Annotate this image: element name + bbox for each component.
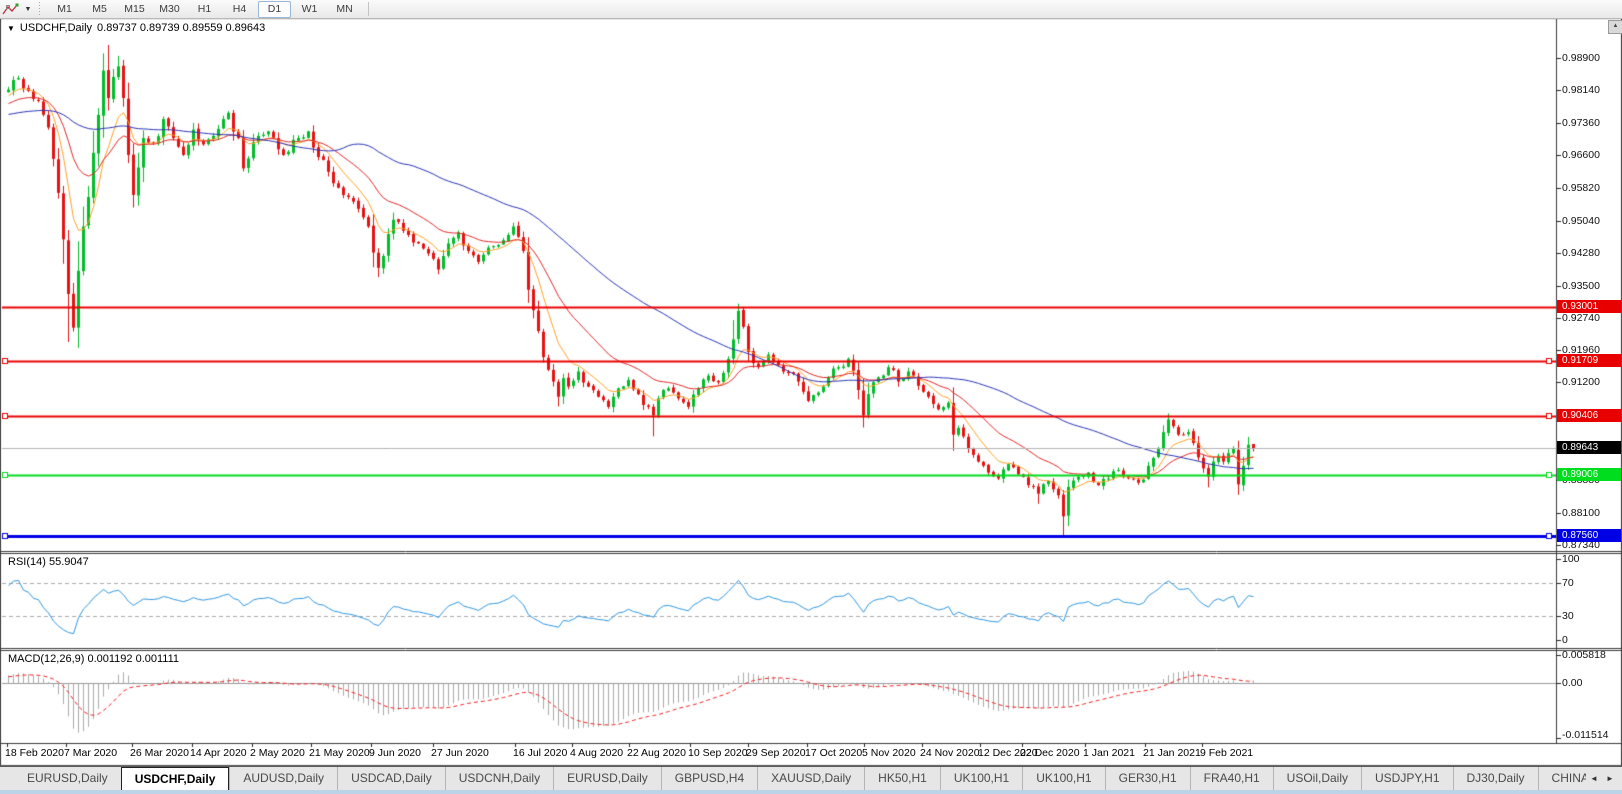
date-axis-label: 5 Nov 2020 [862, 747, 916, 759]
date-axis-label: 14 Apr 2020 [190, 747, 247, 759]
chart-tab-usdcnh-daily[interactable]: USDCNH,Daily [444, 767, 553, 791]
chart-tab-dj30-daily[interactable]: DJ30,Daily [1452, 767, 1538, 791]
price-axis-label: 0.95040 [1562, 214, 1600, 227]
toolbar-grip-handle[interactable] [36, 2, 43, 16]
chart-tab-usdjpy-h1[interactable]: USDJPY,H1 [1361, 767, 1452, 791]
date-axis-label: 17 Oct 2020 [805, 747, 863, 759]
date-axis-label: 7 Mar 2020 [64, 747, 118, 759]
date-axis-label: 9 Feb 2021 [1200, 747, 1254, 759]
chart-tab-china300-h1[interactable]: CHINA300,H1 [1537, 767, 1586, 791]
price-axis-label: 0.91960 [1562, 344, 1600, 357]
date-axis-label: 27 Jun 2020 [431, 747, 489, 759]
date-axis-label: 29 Sep 2020 [746, 747, 806, 759]
price-axis-label: 0.97360 [1562, 116, 1600, 129]
chart-tab-usoil-daily[interactable]: USOil,Daily [1272, 767, 1361, 791]
bid-price-badge: 0.89643 [1557, 441, 1621, 455]
macd-label: MACD(12,26,9) 0.001192 0.001111 [8, 653, 180, 665]
rsi-axis-label: 100 [1562, 553, 1580, 565]
rsi-axis-label: 70 [1562, 577, 1574, 590]
price-axis-label: 0.98900 [1562, 52, 1600, 64]
date-axis-label: 2 May 2020 [250, 747, 305, 759]
price-axis-label: 0.98140 [1562, 84, 1600, 97]
timeframe-buttons: M1 M5 M15 M30 H1 H4 D1 W1 MN [47, 0, 362, 18]
timeframe-button-m1[interactable]: M1 [57, 2, 72, 15]
chart-tab-usdchf-daily[interactable]: USDCHF,Daily [120, 767, 230, 791]
chart-tab-gbpusd-h4[interactable]: GBPUSD,H4 [660, 767, 757, 791]
price-axis-label: 0.95820 [1562, 181, 1600, 194]
chart-tab-xauusd-daily[interactable]: XAUUSD,Daily [757, 767, 864, 791]
price-axis-label: 0.96600 [1562, 148, 1600, 161]
date-axis-label: 12 Dec 2020 [978, 747, 1038, 759]
price-line-badge: 0.93001 [1557, 300, 1621, 314]
price-axis-label: 0.91200 [1562, 376, 1600, 389]
price-line-badge: 0.89006 [1557, 468, 1621, 482]
macd-axis-label: 0.005818 [1562, 648, 1606, 661]
indicators-dropdown-caret[interactable]: ▼ [24, 5, 32, 13]
price-line-badge: 0.87560 [1557, 529, 1621, 543]
rsi-axis-label: 30 [1562, 609, 1574, 622]
chart-tab-eurusd-daily[interactable]: EURUSD,Daily [27, 771, 108, 785]
chart-tab-uk100-h1[interactable]: UK100,H1 [939, 767, 1022, 791]
indicators-icon[interactable] [0, 1, 22, 17]
date-axis-label: 9 Jun 2020 [369, 747, 421, 759]
price-line-badge: 0.91709 [1557, 354, 1621, 368]
chart-tab-fra40-h1[interactable]: FRA40,H1 [1189, 767, 1273, 791]
chart-tab-uk100-h1[interactable]: UK100,H1 [1022, 767, 1104, 791]
timeframe-button-m30[interactable]: M30 [159, 2, 180, 15]
rsi-axis-label: 0 [1562, 634, 1568, 646]
date-axis-label: 4 Aug 2020 [570, 747, 624, 759]
tab-scroll-right-icon[interactable]: ► [1606, 774, 1614, 783]
collapse-caret-icon[interactable]: ▼ [7, 23, 15, 33]
date-axis-label: 10 Sep 2020 [688, 747, 748, 759]
price-axis-label: 0.88100 [1562, 507, 1600, 519]
price-axis-label: 0.93500 [1562, 279, 1600, 292]
timeframe-button-h1[interactable]: H1 [197, 2, 212, 15]
chart-tab-ger30-h1[interactable]: GER30,H1 [1104, 767, 1190, 791]
chart-tab-audusd-daily[interactable]: AUDUSD,Daily [229, 767, 337, 791]
date-axis-label: 22 Dec 2020 [1020, 747, 1080, 759]
date-axis-label: 21 Jan 2021 [1143, 747, 1201, 759]
timeframe-button-h4[interactable]: H4 [232, 2, 247, 15]
timeframe-button-m15[interactable]: M15 [124, 2, 145, 15]
date-axis-label: 18 Feb 2020 [5, 747, 64, 759]
chart-tab-eurusd-daily[interactable]: EURUSD,Daily [553, 767, 661, 791]
chart-tab-usdcad-daily[interactable]: USDCAD,Daily [337, 767, 445, 791]
date-axis-label: 21 May 2020 [309, 747, 370, 759]
toolbar: ▼ M1 M5 M15 M30 H1 H4 D1 W1 MN [0, 0, 1622, 19]
rsi-label: RSI(14) 55.9047 [8, 556, 89, 568]
date-axis-label: 22 Aug 2020 [627, 747, 686, 759]
chart-title: ▼ USDCHF,Daily 0.89737 0.89739 0.89559 0… [7, 22, 265, 34]
toolbar-separator [368, 2, 369, 16]
timeframe-button-d1[interactable]: D1 [258, 0, 291, 18]
timeframe-button-mn[interactable]: MN [336, 2, 353, 15]
timeframe-button-m5[interactable]: M5 [92, 2, 107, 15]
price-axis-label: 0.94280 [1562, 246, 1600, 259]
macd-axis-label: -0.011514 [1562, 729, 1609, 741]
chart-tab-bar: EURUSD,Daily USDCHF,Daily AUDUSD,Daily USDC… [0, 766, 1622, 791]
chart-tab-hk50-h1[interactable]: HK50,H1 [864, 767, 940, 791]
timeframe-button-w1[interactable]: W1 [301, 2, 318, 15]
axis-scroll-up-button[interactable]: ▲ [1608, 20, 1622, 34]
date-axis-label: 16 Jul 2020 [513, 747, 568, 759]
macd-axis-label: 0.00 [1562, 677, 1583, 689]
date-axis-label: 26 Mar 2020 [130, 747, 189, 759]
price-axis-label: 0.92740 [1562, 311, 1600, 324]
chart-ohlc-values: 0.89737 0.89739 0.89559 0.89643 [97, 22, 266, 34]
chart-tabs: EURUSD,Daily USDCHF,Daily AUDUSD,Daily USDC… [0, 767, 1586, 791]
price-line-badge: 0.90406 [1557, 409, 1621, 423]
status-strip [0, 790, 1622, 794]
chart-symbol-label: USDCHF,Daily [19, 22, 93, 34]
date-axis-label: 1 Jan 2021 [1083, 747, 1135, 759]
date-axis-label: 24 Nov 2020 [920, 747, 980, 759]
tab-scroll-left-icon[interactable]: ◄ [1590, 774, 1598, 783]
